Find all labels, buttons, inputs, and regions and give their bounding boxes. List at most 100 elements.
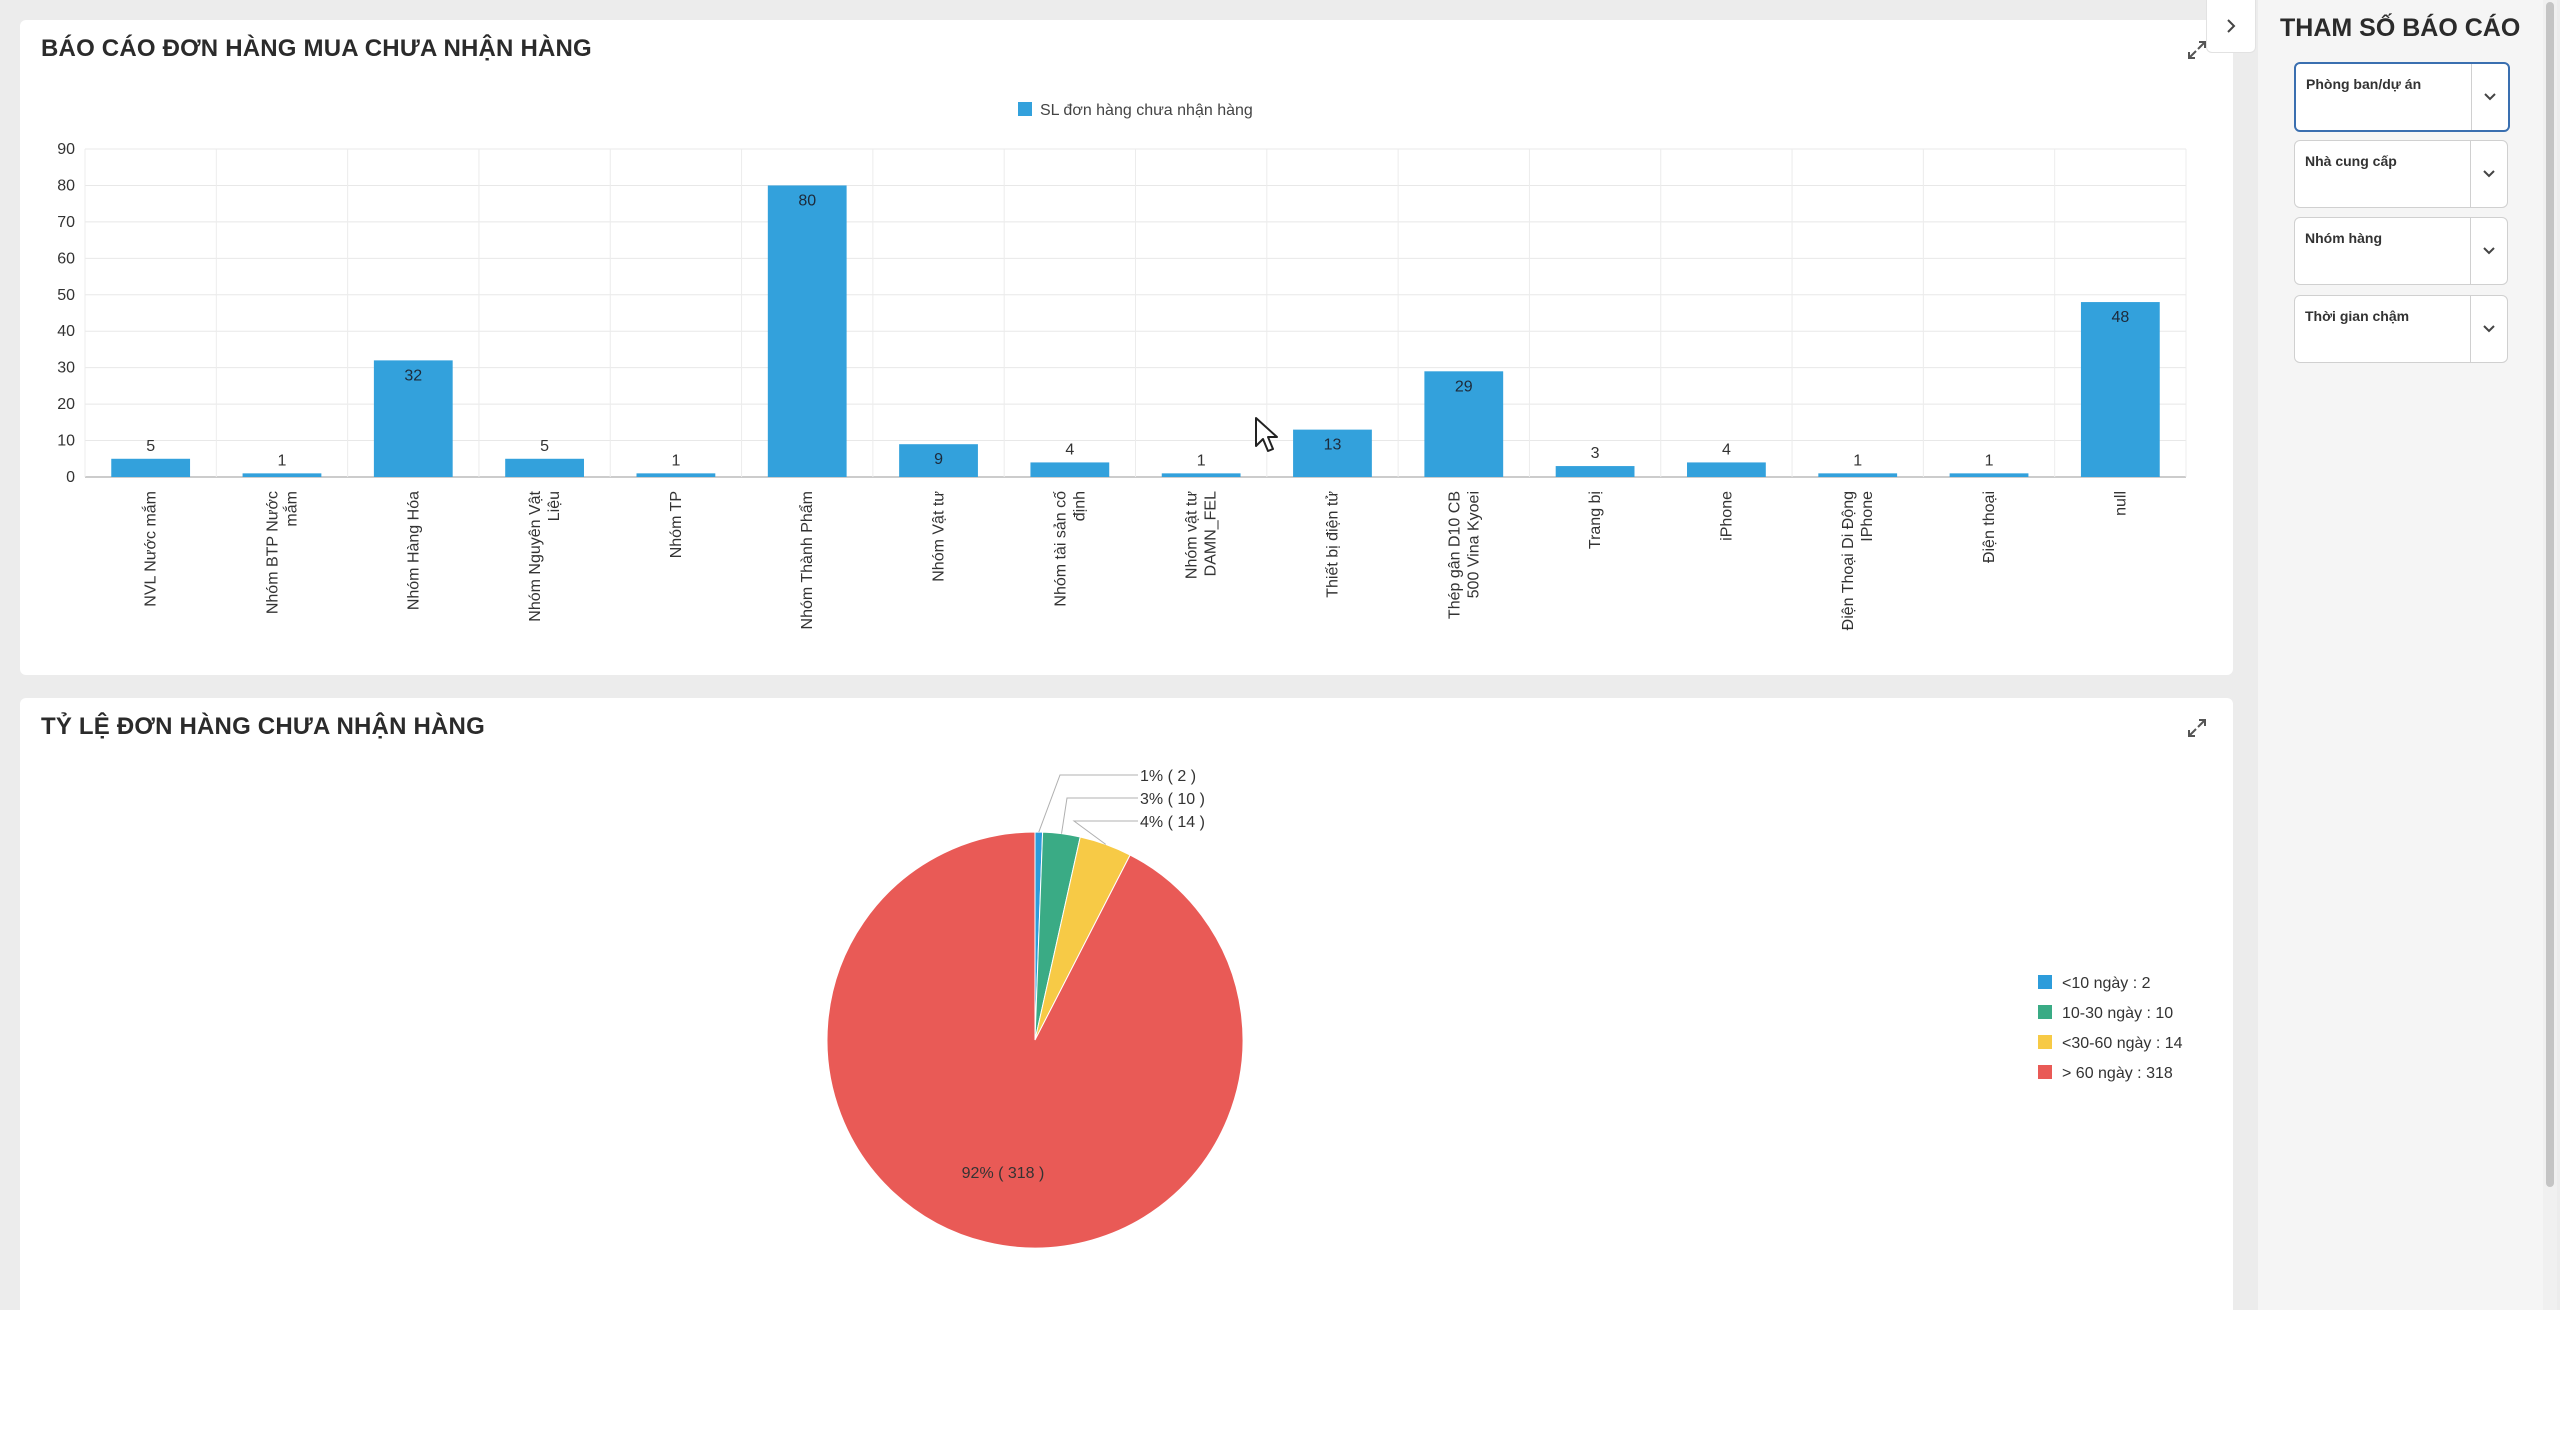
bar-value-label: 5 [540,438,549,455]
y-tick-label: 40 [57,323,75,340]
x-category-label: Nhóm Nguyên Vật Liệu [527,490,563,621]
pie-chart-title: TỶ LỆ ĐƠN HÀNG CHƯA NHẬN HÀNG [41,713,485,740]
chevron-down-icon [2483,170,2495,178]
department-project-select[interactable]: Phòng ban/dự án [2294,62,2510,132]
bar [373,360,453,477]
legend-label: > 60 ngày : 318 [2062,1065,2173,1082]
page-scrollbar-thumb[interactable] [2546,2,2554,1187]
pie-leader-line [1061,797,1138,834]
legend-label: 10-30 ngày : 10 [2062,1005,2173,1022]
legend-label: <30-60 ngày : 14 [2062,1035,2183,1052]
x-category-line: Nhóm BTP Nước [264,491,281,614]
x-category-line: Nhóm Nguyên Vật [527,490,544,621]
param-label: Nhóm hàng [2305,230,2382,246]
param-dropdown-button[interactable] [2470,218,2507,284]
expand-icon [2188,41,2206,59]
bar [1949,473,2029,477]
bar [1293,429,1372,477]
pie-data-label: 1% ( 2 ) [1140,768,1196,785]
panel-collapse-button[interactable] [2206,0,2256,53]
x-category-line: Điện thoại [1981,491,1998,563]
x-category-line: Nhóm TP [668,491,685,558]
pie-leader-line [1072,820,1138,845]
bar-chart-title: BÁO CÁO ĐƠN HÀNG MUA CHƯA NHẬN HÀNG [41,35,592,62]
bar-value-label: 5 [146,438,155,455]
chevron-down-icon [2483,247,2495,255]
bar [1030,462,1110,477]
x-category-label: null [2112,491,2129,516]
legend-swatch [1018,102,1032,116]
x-category-line: NVL Nước mắm [141,491,160,607]
bar [505,458,584,477]
param-dropdown-button[interactable] [2471,64,2508,130]
param-dropdown-button[interactable] [2470,296,2507,362]
x-category-label: iPhone [1718,491,1735,541]
bar [899,444,978,477]
x-category-line: Nhóm tài sản cố [1052,491,1069,607]
bar-chart: SL đơn hàng chưa nhận hàng 0 10 20 30 40 50 60 7… [57,102,2187,630]
bar [1161,473,1241,477]
x-category-label: Nhóm BTP Nước mắm [264,491,300,614]
pie-data-label: 92% ( 318 ) [962,1165,1045,1182]
x-category-line: 500 Vina Kyoei [1465,491,1482,598]
pie-data-label: 4% ( 14 ) [1140,814,1205,831]
bar-value-label: 9 [934,451,943,468]
y-tick-label: 70 [57,214,75,231]
bar-value-label: 4 [1722,441,1731,458]
y-tick-label: 20 [57,396,75,413]
x-category-line: Nhóm Vật tư [931,491,948,582]
x-category-line: iPhone [1718,491,1735,541]
y-tick-label: 50 [57,287,75,304]
bar [111,458,191,477]
x-category-line: Liệu [546,491,563,521]
x-category-line: null [2112,491,2129,516]
legend-swatch [2038,1035,2052,1049]
bar [1687,462,1766,477]
panel-title: THAM SỐ BÁO CÁO [2280,14,2521,42]
bar [1818,473,1898,477]
x-category-line: định [1071,491,1088,521]
bar [1555,466,1635,477]
legend-swatch [2038,975,2052,989]
param-label: Thời gian chậm [2305,308,2410,324]
bar-value-label: 1 [1985,452,1994,469]
x-category-line: mắm [281,491,300,527]
supplier-select[interactable]: Nhà cung cấp [2294,140,2508,208]
bar-value-label: 80 [798,192,816,209]
x-category-label: Nhóm vật tư DAMN_FEL [1184,491,1220,579]
x-category-line: Thiết bị điện tử [1324,491,1341,598]
pie-slice [826,831,1244,1249]
param-label: Nhà cung cấp [2305,153,2397,169]
pie-chart-expand-button[interactable] [2183,714,2211,742]
legend-swatch [2038,1065,2052,1079]
x-category-line: Trang bị [1587,491,1604,549]
x-category-label: Thiết bị điện tử [1324,491,1341,598]
chevron-down-icon [2483,325,2495,333]
x-category-line: Điện Thoại Di Động [1840,491,1857,630]
legend-swatch [2038,1005,2052,1019]
bar-legend: SL đơn hàng chưa nhận hàng [1018,102,1253,119]
pie-data-label: 3% ( 10 ) [1140,791,1205,808]
chevron-right-icon [2227,19,2236,33]
bar-value-label: 32 [404,367,422,384]
delay-time-select[interactable]: Thời gian chậm [2294,295,2508,363]
x-category-label: Nhóm Vật tư [931,491,948,582]
pie-chart-card: TỶ LỆ ĐƠN HÀNG CHƯA NHẬN HÀNG 1% ( 2 ) 3%… [20,698,2233,1310]
bar-value-label: 1 [671,452,680,469]
y-tick-label: 60 [57,250,75,267]
bar-value-label: 3 [1591,445,1600,462]
bar [767,185,847,477]
bar-value-label: 29 [1455,378,1473,395]
x-category-label: Thép gân D10 CB 500 Vina Kyoei [1446,491,1482,619]
y-tick-label: 80 [57,177,75,194]
param-label: Phòng ban/dự án [2306,76,2422,92]
bar-value-label: 1 [278,452,287,469]
bar-value-label: 48 [2111,309,2129,326]
x-category-line: Nhóm Hàng Hóa [405,491,422,610]
legend-label: <10 ngày : 2 [2062,975,2151,992]
x-category-line: IPhone [1859,491,1876,542]
param-dropdown-button[interactable] [2470,141,2507,207]
x-category-line: Nhóm Thành Phẩm [798,491,816,629]
bar-chart-expand-button[interactable] [2183,36,2211,64]
product-group-select[interactable]: Nhóm hàng [2294,217,2508,285]
